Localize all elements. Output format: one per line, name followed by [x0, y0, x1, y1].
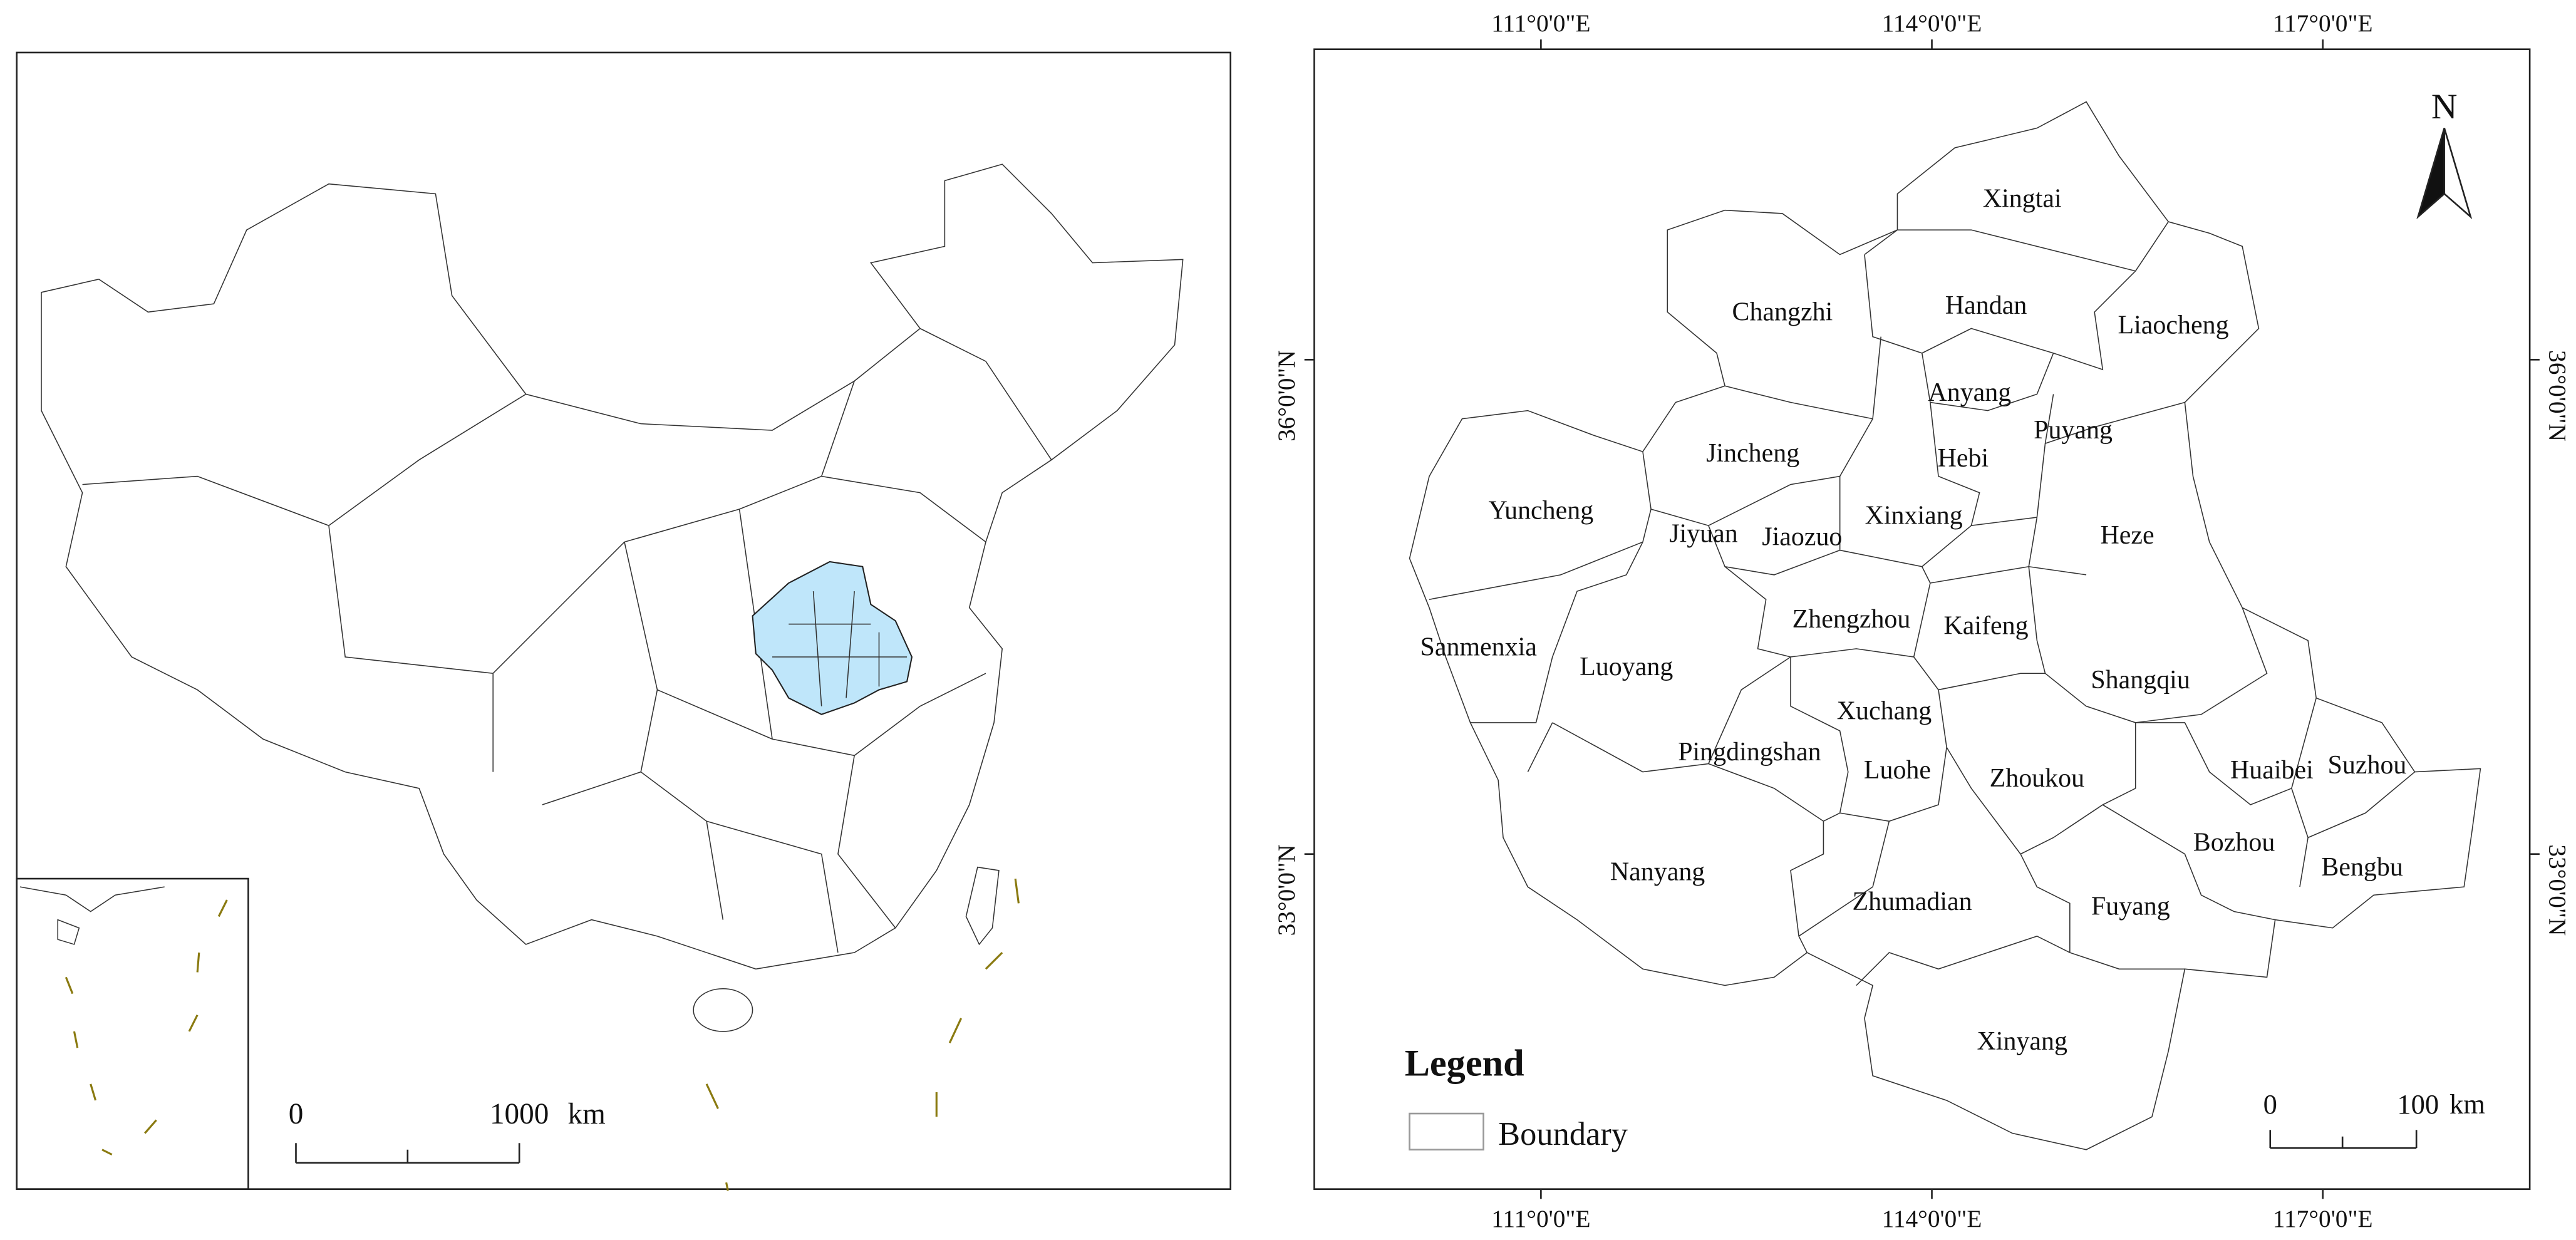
region-label: Yuncheng — [1488, 497, 1593, 525]
region-label: Anyang — [1928, 378, 2011, 407]
region-label: Shangqiu — [2091, 666, 2190, 695]
legend-title: Legend — [1405, 1043, 1524, 1085]
region-label: Liaocheng — [2118, 311, 2229, 339]
scale-label: 0 — [2263, 1088, 2277, 1120]
inset-coast — [19, 886, 165, 945]
region-label: Luoyang — [1580, 653, 1673, 681]
henan-cities — [772, 591, 908, 706]
nine-dash-line — [65, 878, 1020, 1191]
legend-swatch — [1409, 1112, 1484, 1151]
north-label: N — [2431, 87, 2458, 127]
region-label: Huaibei — [2230, 756, 2314, 785]
lon-label: 111°0'0"E — [1491, 1205, 1590, 1232]
lat-label: 33°0'0"N — [1273, 844, 1300, 936]
region-label: Xinyang — [1977, 1027, 2068, 1056]
left-frame — [16, 51, 1232, 1191]
scale-label: 0 — [289, 1098, 304, 1130]
region-label: Sanmenxia — [1420, 633, 1538, 661]
region-label: Bengbu — [2321, 853, 2403, 882]
left-scale-bar — [295, 1143, 520, 1164]
region-label: Jincheng — [1706, 439, 1799, 468]
region-label: Heze — [2101, 521, 2154, 550]
region-label: Fuyang — [2091, 892, 2170, 921]
region-label: Jiyuan — [1669, 519, 1738, 548]
region-label: Bozhou — [2193, 828, 2275, 857]
scale-unit: km — [568, 1098, 606, 1130]
region-label: Luohe — [1864, 756, 1931, 785]
lon-label: 111°0'0"E — [1491, 9, 1590, 37]
right-scale-bar — [2269, 1130, 2418, 1149]
lat-label: 36°0'0"N — [2544, 350, 2572, 442]
region-label: Zhengzhou — [1792, 605, 1911, 634]
region-label: Zhumadian — [1853, 887, 1972, 916]
north-arrow — [2416, 128, 2473, 220]
region-label: Changzhi — [1732, 297, 1833, 326]
region-label: Jiaozuo — [1762, 523, 1842, 552]
right-frame — [1313, 48, 2531, 1191]
study-area-map: N Legend Boundary 0 100 km 111°0'0"E 111°… — [1273, 9, 2572, 1232]
region-label: Kaifeng — [1944, 611, 2029, 640]
hainan — [693, 988, 753, 1032]
region-label: Xingtai — [1983, 184, 2062, 213]
legend-label: Boundary — [1498, 1116, 1628, 1152]
lon-label: 114°0'0"E — [1882, 1205, 1982, 1232]
region-label: Zhoukou — [1990, 764, 2085, 793]
scale-label: 1000 — [490, 1098, 549, 1130]
region-label: Puyang — [2034, 416, 2113, 445]
lon-label: 117°0'0"E — [2273, 9, 2373, 37]
lon-label: 117°0'0"E — [2273, 1205, 2373, 1232]
region-label: Pingdingshan — [1678, 738, 1821, 767]
region-boundaries — [1429, 221, 2416, 986]
study-area-outline — [1409, 101, 2481, 1150]
china-map: 0 1000 km — [16, 51, 1232, 1191]
lat-label: 36°0'0"N — [1273, 350, 1300, 442]
lon-label: 114°0'0"E — [1882, 9, 1982, 37]
lat-label: 33°0'0"N — [2544, 844, 2572, 936]
scale-label: 100 — [2397, 1088, 2439, 1120]
region-label: Xuchang — [1837, 697, 1932, 726]
henan-highlight — [752, 561, 913, 715]
china-outline — [41, 163, 1184, 970]
province-lines — [82, 328, 1052, 953]
scale-unit: km — [2449, 1088, 2485, 1120]
region-label: Hebi — [1938, 444, 1989, 473]
region-label: Nanyang — [1610, 858, 1705, 887]
region-label: Xinxiang — [1865, 502, 1963, 530]
taiwan — [965, 866, 1000, 946]
region-label: Handan — [1945, 291, 2027, 320]
region-label: Suzhou — [2328, 751, 2407, 780]
inset-frame — [16, 877, 249, 1191]
